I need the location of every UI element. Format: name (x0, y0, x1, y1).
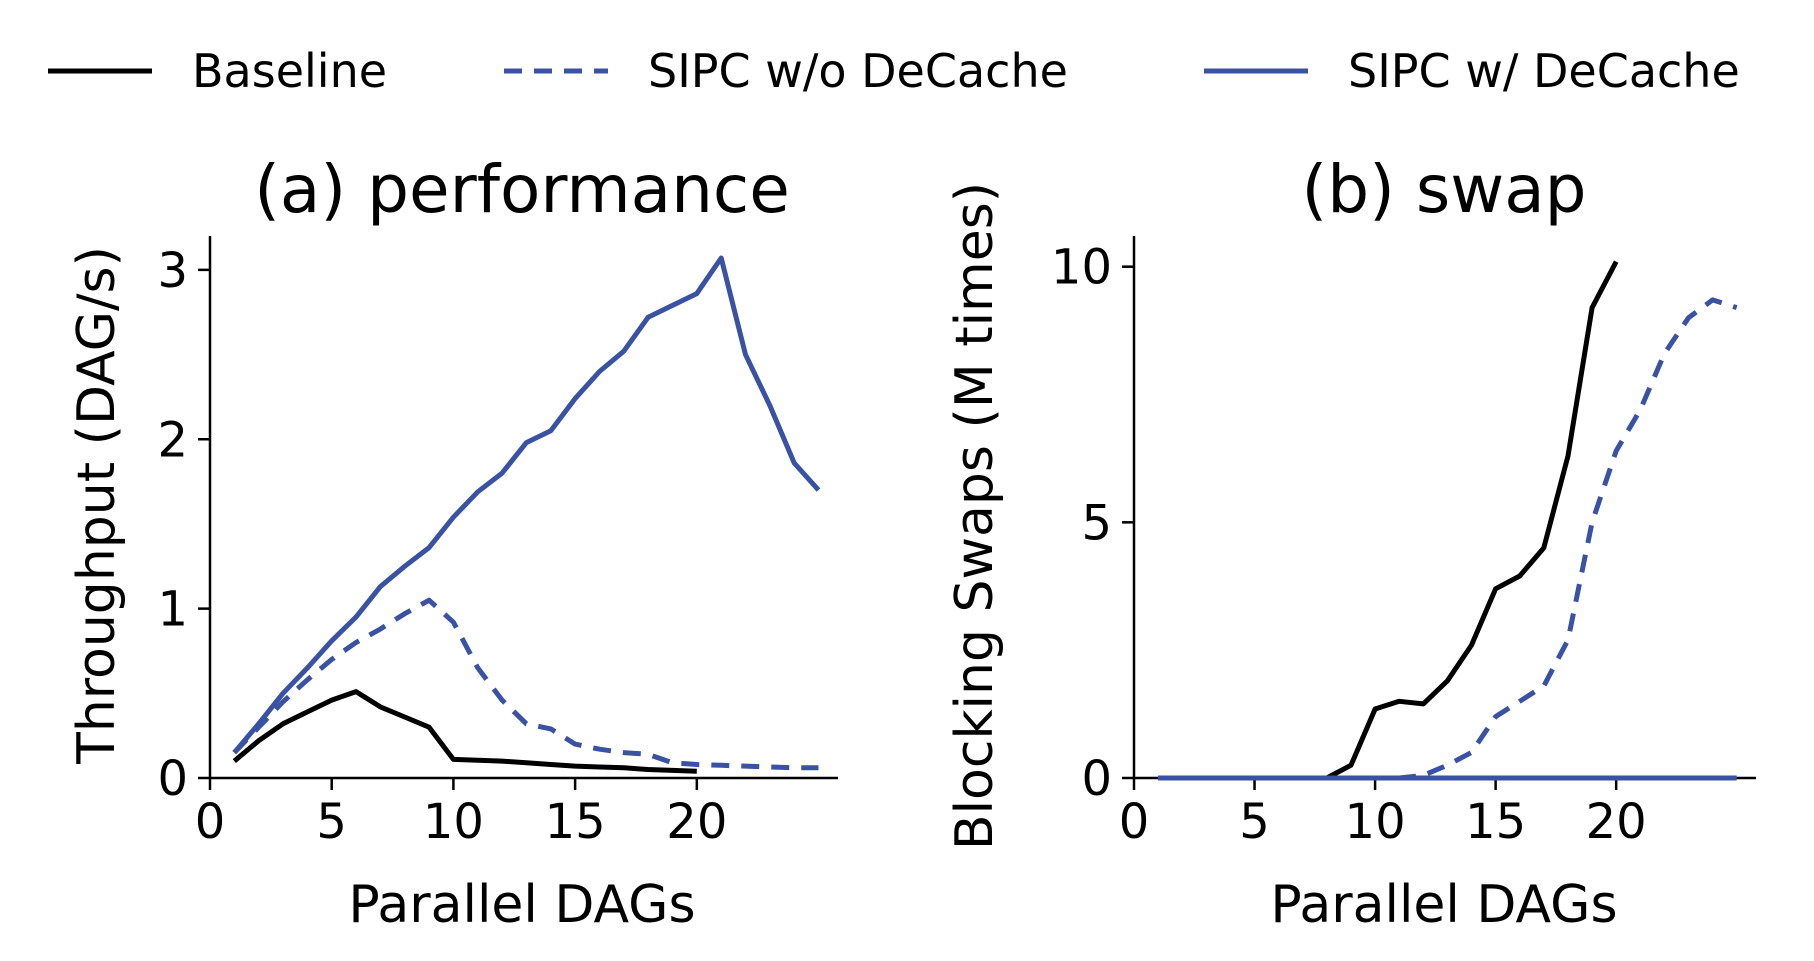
plot-area-swap: 0 5 10 15 20 0 5 10 (1051, 236, 1756, 850)
chart-performance: (a) performance 0 5 10 15 20 0 1 2 3 Parallel DA… (67, 151, 838, 935)
chart-title-swap: (b) swap (1301, 151, 1586, 228)
legend-label-baseline: Baseline (192, 44, 387, 98)
y-tick-label-performance: 1 (157, 582, 188, 638)
x-tick-label-swap: 10 (1345, 794, 1406, 850)
chart-swap: (b) swap 0 5 10 15 20 0 5 10 Parallel DAGs Bloc… (945, 151, 1756, 935)
x-tick-label-performance: 15 (545, 794, 606, 850)
x-tick-label-performance: 10 (423, 794, 484, 850)
x-tick-label-swap: 0 (1119, 794, 1150, 850)
x-tick-label-swap: 5 (1239, 794, 1270, 850)
y-tick-label-swap: 5 (1081, 495, 1112, 551)
y-axis-label-swap: Blocking Swaps (M times) (945, 182, 1005, 850)
x-tick-label-performance: 5 (316, 794, 347, 850)
legend-item-sipc-without-decache: SIPC w/o DeCache (504, 44, 1068, 98)
series-line-sipc-without-decache-swap (1158, 297, 1738, 781)
y-tick-label-swap: 0 (1081, 751, 1112, 807)
y-tick-label-swap: 10 (1051, 240, 1112, 296)
y-tick-label-performance: 0 (157, 751, 188, 807)
legend-label-sipc-without-decache: SIPC w/o DeCache (648, 44, 1068, 98)
legend-label-sipc-with-decache: SIPC w/ DeCache (1348, 44, 1740, 98)
chart-title-performance: (a) performance (254, 151, 790, 228)
x-axis-label-performance: Parallel DAGs (348, 875, 695, 935)
legend-item-baseline: Baseline (48, 44, 387, 98)
plot-area-performance: 0 5 10 15 20 0 1 2 3 (157, 236, 838, 850)
x-tick-label-performance: 0 (195, 794, 226, 850)
x-tick-label-swap: 20 (1586, 794, 1647, 850)
x-tick-label-swap: 15 (1465, 794, 1526, 850)
legend: Baseline SIPC w/o DeCache SIPC w/ DeCach… (48, 44, 1740, 98)
series-line-baseline-performance (232, 689, 697, 774)
series-line-sipc-with-decache-performance (232, 255, 821, 755)
x-axis-label-swap: Parallel DAGs (1270, 875, 1617, 935)
y-tick-label-performance: 3 (157, 243, 188, 299)
y-axis-label-performance: Throughput (DAG/s) (67, 246, 127, 765)
x-tick-label-performance: 20 (666, 794, 727, 850)
series-line-sipc-without-decache-performance (232, 597, 819, 771)
legend-item-sipc-with-decache: SIPC w/ DeCache (1204, 44, 1740, 98)
series-line-baseline-swap (1158, 260, 1619, 781)
y-tick-label-performance: 2 (157, 412, 188, 468)
